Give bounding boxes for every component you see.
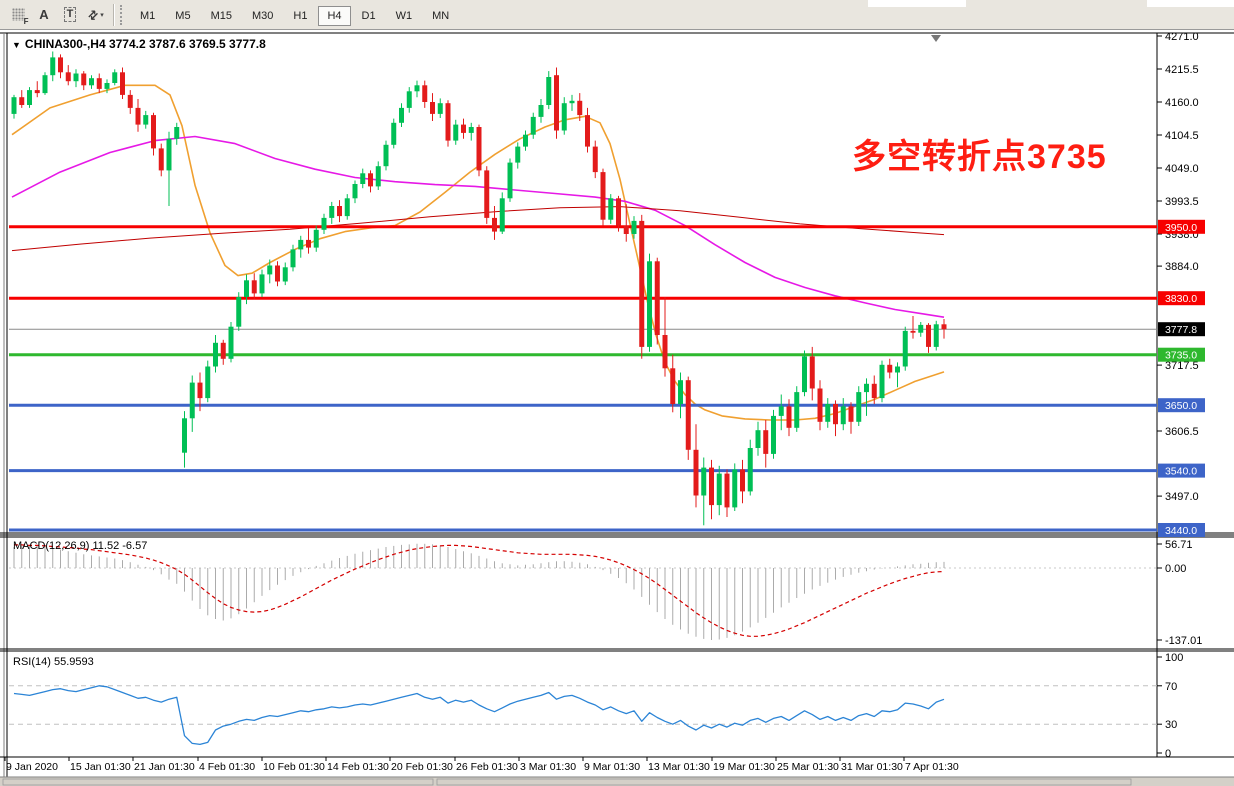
svg-text:3497.0: 3497.0 bbox=[1165, 491, 1199, 503]
arrow-tools-icon[interactable]: ⇄ ▾ bbox=[84, 5, 104, 24]
timeframe-button-M15[interactable]: M15 bbox=[210, 9, 232, 22]
chevron-down-icon: ▾ bbox=[100, 11, 104, 19]
chart-shift-marker-icon[interactable] bbox=[931, 35, 941, 42]
chart-text-annotation[interactable]: 多空转折点3735 bbox=[852, 138, 1107, 176]
ma-magenta bbox=[11, 135, 945, 318]
rsi-line bbox=[13, 685, 945, 746]
svg-text:30: 30 bbox=[1165, 719, 1177, 731]
svg-text:3 Mar 01:30: 3 Mar 01:30 bbox=[520, 761, 576, 773]
rsi-indicator-label: RSI(14) 55.9593 bbox=[13, 656, 94, 668]
svg-text:4049.0: 4049.0 bbox=[1165, 163, 1199, 175]
svg-text:3440.0: 3440.0 bbox=[1165, 525, 1197, 537]
price-axis: 4271.04215.54160.04104.54049.03993.53938… bbox=[1157, 31, 1199, 503]
svg-text:4104.5: 4104.5 bbox=[1165, 130, 1199, 142]
svg-text:21 Jan 01:30: 21 Jan 01:30 bbox=[134, 761, 195, 773]
svg-text:25 Mar 01:30: 25 Mar 01:30 bbox=[777, 761, 839, 773]
panel-borders bbox=[0, 32, 1234, 777]
status-bar bbox=[0, 776, 1234, 786]
svg-text:3735.0: 3735.0 bbox=[1165, 350, 1197, 362]
toolbar-separator bbox=[113, 3, 115, 26]
timeframe-button-M30[interactable]: M30 bbox=[251, 9, 274, 22]
svg-text:9 Mar 01:30: 9 Mar 01:30 bbox=[584, 761, 640, 773]
dotted-grid-icon[interactable]: F bbox=[6, 4, 30, 26]
macd-signal-line bbox=[14, 544, 945, 637]
timeframe-button-D1[interactable]: D1 bbox=[361, 9, 376, 22]
svg-text:3950.0: 3950.0 bbox=[1165, 222, 1197, 234]
svg-text:26 Feb 01:30: 26 Feb 01:30 bbox=[456, 761, 518, 773]
chart-title: ▼ CHINA300-,H4 3774.2 3787.6 3769.5 3777.… bbox=[12, 37, 266, 51]
macd-panel: 56.71 0.00 -137.01 bbox=[9, 539, 1202, 647]
window-notch bbox=[868, 0, 966, 7]
svg-text:15 Jan 01:30: 15 Jan 01:30 bbox=[70, 761, 131, 773]
svg-text:3884.0: 3884.0 bbox=[1165, 261, 1199, 273]
svg-text:0: 0 bbox=[1165, 748, 1171, 760]
timeframe-button-M5[interactable]: M5 bbox=[175, 9, 191, 22]
chevron-down-icon[interactable]: ▼ bbox=[12, 40, 21, 50]
svg-text:100: 100 bbox=[1165, 652, 1183, 664]
timeframe-button-MN[interactable]: MN bbox=[432, 9, 450, 22]
svg-text:13 Mar 01:30: 13 Mar 01:30 bbox=[648, 761, 710, 773]
svg-text:3650.0: 3650.0 bbox=[1165, 400, 1197, 412]
svg-text:56.71: 56.71 bbox=[1165, 539, 1193, 551]
timeframe-button-M1[interactable]: M1 bbox=[140, 9, 156, 22]
chart-background bbox=[0, 30, 1234, 777]
svg-text:10 Feb 01:30: 10 Feb 01:30 bbox=[263, 761, 325, 773]
text-box-icon[interactable]: T bbox=[58, 4, 82, 26]
price-line-labels: 3950.0 3830.0 3777.8 3735.0 3650.0 3540.0 3440… bbox=[1158, 219, 1205, 537]
svg-text:3540.0: 3540.0 bbox=[1165, 466, 1197, 478]
window-notch bbox=[1147, 0, 1234, 7]
svg-text:3606.5: 3606.5 bbox=[1165, 426, 1199, 438]
toolbar: F A T ⇄ ▾ M1 M5 M15 M30 H1 H4 D1 W1 MN bbox=[0, 0, 1234, 30]
timeframe-button-H1[interactable]: H1 bbox=[293, 9, 308, 22]
svg-text:70: 70 bbox=[1165, 681, 1177, 693]
svg-text:4 Feb 01:30: 4 Feb 01:30 bbox=[199, 761, 255, 773]
macd-indicator-label: MACD(12,26,9) 11.52 -6.57 bbox=[13, 540, 148, 552]
text-a-icon[interactable]: A bbox=[39, 7, 49, 22]
svg-text:4215.5: 4215.5 bbox=[1165, 64, 1199, 76]
candles-layer bbox=[11, 51, 947, 526]
svg-text:20 Feb 01:30: 20 Feb 01:30 bbox=[391, 761, 453, 773]
svg-text:-137.01: -137.01 bbox=[1165, 635, 1202, 647]
toolbar-grip[interactable] bbox=[120, 4, 126, 25]
rsi-panel: 100 70 30 0 bbox=[9, 652, 1183, 760]
svg-text:3777.8: 3777.8 bbox=[1165, 324, 1197, 336]
svg-text:4160.0: 4160.0 bbox=[1165, 97, 1199, 109]
svg-text:19 Mar 01:30: 19 Mar 01:30 bbox=[713, 761, 775, 773]
svg-text:3830.0: 3830.0 bbox=[1165, 293, 1197, 305]
svg-text:9 Jan 2020: 9 Jan 2020 bbox=[6, 761, 58, 773]
timeframe-button-H4[interactable]: H4 bbox=[318, 5, 351, 26]
svg-text:4271.0: 4271.0 bbox=[1165, 31, 1199, 43]
svg-text:31 Mar 01:30: 31 Mar 01:30 bbox=[841, 761, 903, 773]
svg-text:3717.5: 3717.5 bbox=[1165, 360, 1199, 372]
svg-text:14 Feb 01:30: 14 Feb 01:30 bbox=[327, 761, 389, 773]
date-axis: 9 Jan 2020 15 Jan 01:30 21 Jan 01:30 4 Feb … bbox=[4, 757, 959, 773]
svg-text:7 Apr 01:30: 7 Apr 01:30 bbox=[905, 761, 959, 773]
svg-text:3993.5: 3993.5 bbox=[1165, 196, 1199, 208]
timeframe-toolbar: M1 M5 M15 M30 H1 H4 D1 W1 MN bbox=[130, 5, 459, 26]
timeframe-button-W1[interactable]: W1 bbox=[395, 9, 413, 22]
svg-text:0.00: 0.00 bbox=[1165, 563, 1186, 575]
